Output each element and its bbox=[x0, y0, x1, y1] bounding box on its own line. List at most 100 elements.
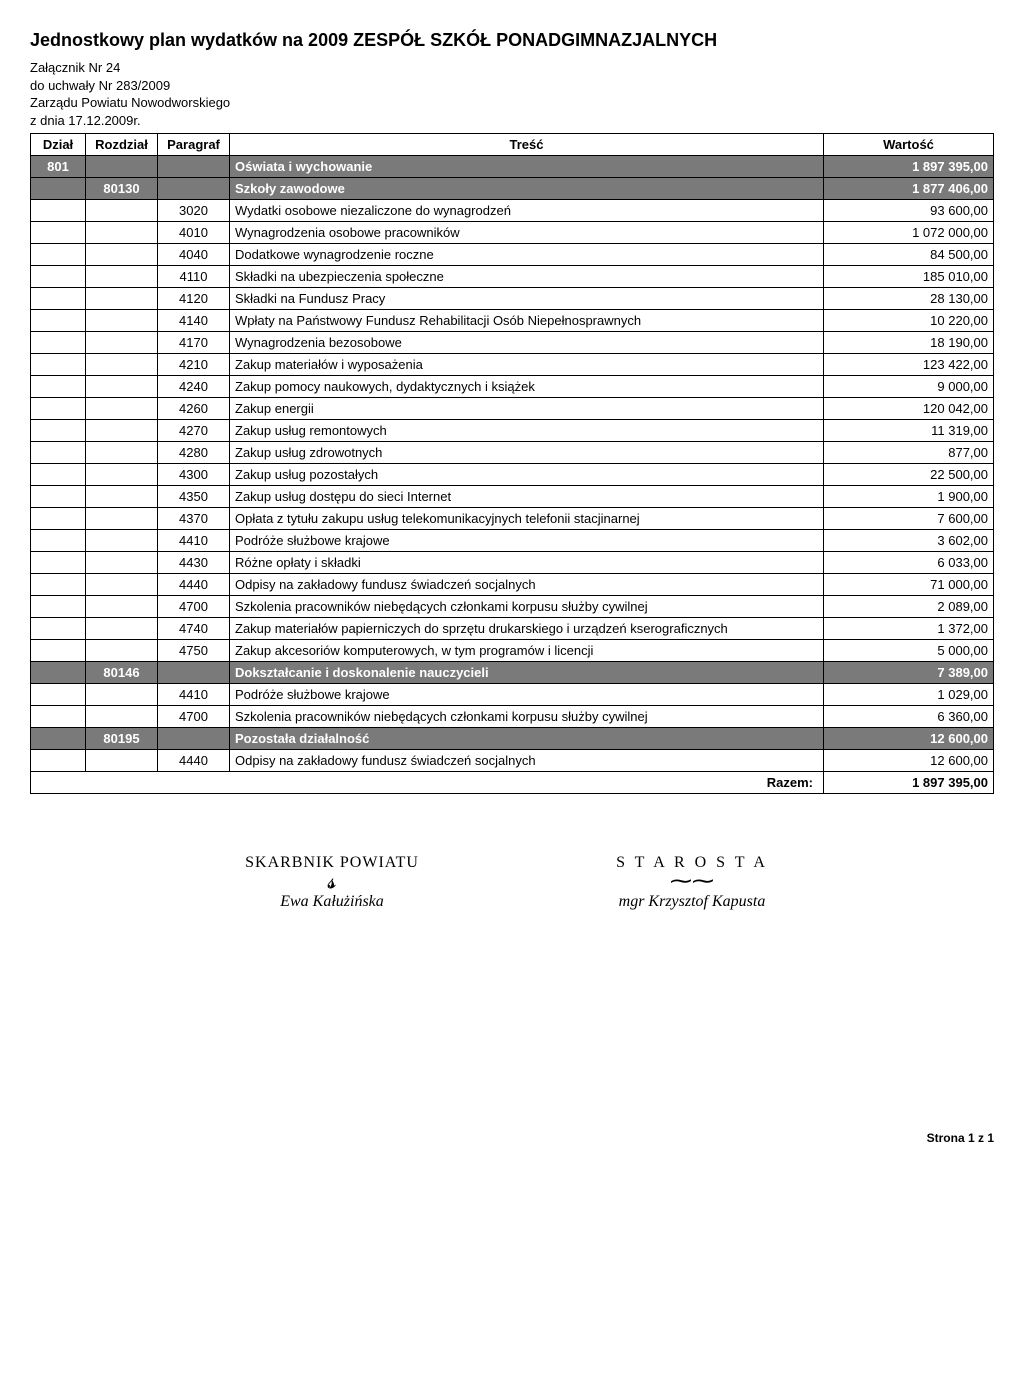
cell-dzial bbox=[31, 420, 86, 442]
cell-tresc: Wpłaty na Państwowy Fundusz Rehabilitacj… bbox=[230, 310, 824, 332]
cell-paragraf bbox=[158, 178, 230, 200]
cell-paragraf: 4410 bbox=[158, 530, 230, 552]
cell-tresc: Dodatkowe wynagrodzenie roczne bbox=[230, 244, 824, 266]
signature-area: SKARBNIK POWIATU 𝓼 Ewa Kałużińska S T A … bbox=[30, 854, 994, 911]
cell-dzial bbox=[31, 200, 86, 222]
cell-tresc: Różne opłaty i składki bbox=[230, 552, 824, 574]
table-row: 4350Zakup usług dostępu do sieci Interne… bbox=[31, 486, 994, 508]
cell-paragraf bbox=[158, 662, 230, 684]
cell-wartosc: 877,00 bbox=[824, 442, 994, 464]
table-row: 4410Podróże służbowe krajowe3 602,00 bbox=[31, 530, 994, 552]
cell-rozdzial bbox=[86, 156, 158, 178]
cell-wartosc: 185 010,00 bbox=[824, 266, 994, 288]
cell-rozdzial bbox=[86, 442, 158, 464]
table-row: 4260Zakup energii120 042,00 bbox=[31, 398, 994, 420]
cell-wartosc: 11 319,00 bbox=[824, 420, 994, 442]
cell-rozdzial bbox=[86, 420, 158, 442]
cell-paragraf: 4240 bbox=[158, 376, 230, 398]
cell-paragraf: 4740 bbox=[158, 618, 230, 640]
cell-rozdzial bbox=[86, 530, 158, 552]
cell-dzial bbox=[31, 662, 86, 684]
cell-wartosc: 6 360,00 bbox=[824, 706, 994, 728]
table-row: 80195Pozostała działalność12 600,00 bbox=[31, 728, 994, 750]
col-paragraf: Paragraf bbox=[158, 134, 230, 156]
cell-tresc: Zakup materiałów i wyposażenia bbox=[230, 354, 824, 376]
cell-wartosc: 5 000,00 bbox=[824, 640, 994, 662]
table-row: 80146 Dokształcanie i doskonalenie nauczy… bbox=[31, 662, 994, 684]
cell-tresc: Składki na Fundusz Pracy bbox=[230, 288, 824, 310]
cell-wartosc: 123 422,00 bbox=[824, 354, 994, 376]
cell-dzial bbox=[31, 222, 86, 244]
col-tresc: Treść bbox=[230, 134, 824, 156]
table-row: 4280Zakup usług zdrowotnych877,00 bbox=[31, 442, 994, 464]
cell-tresc: Podróże służbowe krajowe bbox=[230, 684, 824, 706]
cell-paragraf: 4140 bbox=[158, 310, 230, 332]
cell-tresc: Odpisy na zakładowy fundusz świadczeń so… bbox=[230, 574, 824, 596]
table-row: 4170Wynagrodzenia bezosobowe18 190,00 bbox=[31, 332, 994, 354]
meta-zalacznik: Załącznik Nr 24 bbox=[30, 59, 994, 77]
cell-rozdzial bbox=[86, 200, 158, 222]
cell-dzial bbox=[31, 596, 86, 618]
cell-tresc: Składki na ubezpieczenia społeczne bbox=[230, 266, 824, 288]
table-row: 4430Różne opłaty i składki6 033,00 bbox=[31, 552, 994, 574]
cell-dzial bbox=[31, 464, 86, 486]
table-row: 4700Szkolenia pracowników niebędących cz… bbox=[31, 706, 994, 728]
cell-tresc: Zakup pomocy naukowych, dydaktycznych i … bbox=[230, 376, 824, 398]
cell-wartosc: 1 900,00 bbox=[824, 486, 994, 508]
cell-rozdzial bbox=[86, 354, 158, 376]
cell-rozdzial bbox=[86, 618, 158, 640]
cell-tresc: Zakup usług dostępu do sieci Internet bbox=[230, 486, 824, 508]
cell-wartosc: 12 600,00 bbox=[824, 728, 994, 750]
cell-rozdzial: 80146 bbox=[86, 662, 158, 684]
cell-dzial bbox=[31, 266, 86, 288]
table-row: 80130Szkoły zawodowe1 877 406,00 bbox=[31, 178, 994, 200]
cell-rozdzial bbox=[86, 596, 158, 618]
cell-wartosc: 10 220,00 bbox=[824, 310, 994, 332]
cell-wartosc: 18 190,00 bbox=[824, 332, 994, 354]
cell-tresc: Pozostała działalność bbox=[230, 728, 824, 750]
table-row: 4700Szkolenia pracowników niebędących cz… bbox=[31, 596, 994, 618]
cell-paragraf: 4120 bbox=[158, 288, 230, 310]
cell-tresc: Wynagrodzenia bezosobowe bbox=[230, 332, 824, 354]
signature-left-squiggle-icon: 𝓼 bbox=[212, 874, 452, 887]
cell-dzial bbox=[31, 398, 86, 420]
table-row: 4740Zakup materiałów papierniczych do sp… bbox=[31, 618, 994, 640]
cell-dzial bbox=[31, 442, 86, 464]
cell-tresc: Zakup materiałów papierniczych do sprzęt… bbox=[230, 618, 824, 640]
meta-block: Załącznik Nr 24 do uchwały Nr 283/2009 Z… bbox=[30, 59, 994, 129]
cell-paragraf: 4300 bbox=[158, 464, 230, 486]
table-header-row: Dział Rozdział Paragraf Treść Wartość bbox=[31, 134, 994, 156]
cell-paragraf: 4110 bbox=[158, 266, 230, 288]
cell-tresc: Dokształcanie i doskonalenie nauczycieli bbox=[230, 662, 824, 684]
cell-dzial bbox=[31, 288, 86, 310]
cell-wartosc: 120 042,00 bbox=[824, 398, 994, 420]
cell-rozdzial bbox=[86, 508, 158, 530]
cell-rozdzial bbox=[86, 750, 158, 772]
cell-rozdzial bbox=[86, 310, 158, 332]
table-row: 3020Wydatki osobowe niezaliczone do wyna… bbox=[31, 200, 994, 222]
table-row: 4750Zakup akcesoriów komputerowych, w ty… bbox=[31, 640, 994, 662]
table-row: 4440Odpisy na zakładowy fundusz świadcze… bbox=[31, 750, 994, 772]
table-row: 4270Zakup usług remontowych11 319,00 bbox=[31, 420, 994, 442]
table-row: 4440Odpisy na zakładowy fundusz świadcze… bbox=[31, 574, 994, 596]
cell-wartosc: 1 897 395,00 bbox=[824, 156, 994, 178]
cell-wartosc: 1 072 000,00 bbox=[824, 222, 994, 244]
cell-tresc: Wynagrodzenia osobowe pracowników bbox=[230, 222, 824, 244]
signature-right: S T A R O S T A ⁓⁓ mgr Krzysztof Kapusta bbox=[572, 854, 812, 911]
cell-paragraf: 4210 bbox=[158, 354, 230, 376]
cell-paragraf: 4260 bbox=[158, 398, 230, 420]
cell-paragraf: 4170 bbox=[158, 332, 230, 354]
total-value: 1 897 395,00 bbox=[824, 772, 994, 794]
cell-dzial bbox=[31, 530, 86, 552]
cell-wartosc: 2 089,00 bbox=[824, 596, 994, 618]
cell-paragraf: 4350 bbox=[158, 486, 230, 508]
cell-tresc: Opłata z tytułu zakupu usług telekomunik… bbox=[230, 508, 824, 530]
cell-paragraf: 4040 bbox=[158, 244, 230, 266]
cell-paragraf: 4440 bbox=[158, 574, 230, 596]
cell-rozdzial bbox=[86, 552, 158, 574]
cell-rozdzial bbox=[86, 376, 158, 398]
cell-tresc: Zakup energii bbox=[230, 398, 824, 420]
cell-dzial bbox=[31, 178, 86, 200]
cell-paragraf: 4410 bbox=[158, 684, 230, 706]
cell-wartosc: 3 602,00 bbox=[824, 530, 994, 552]
